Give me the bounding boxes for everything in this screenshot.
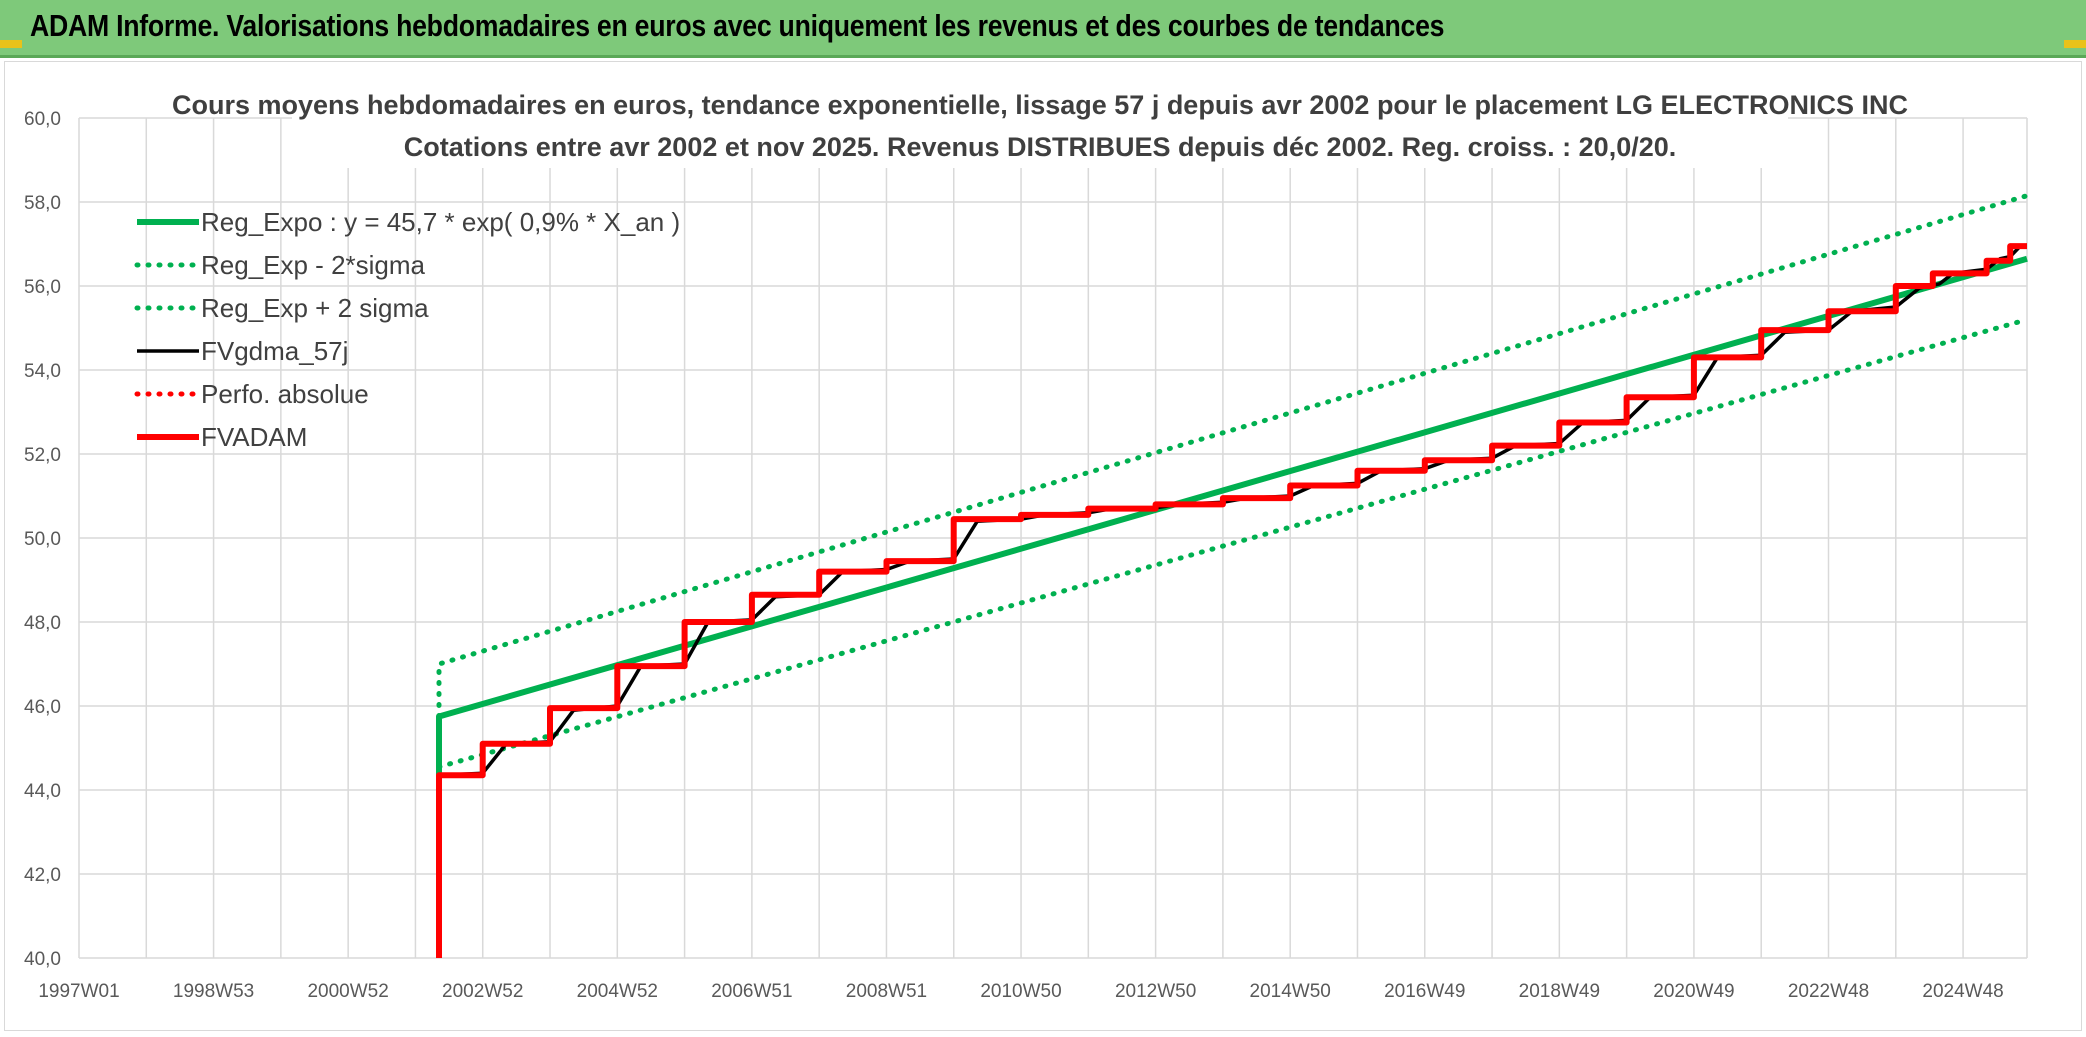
y-tick-label: 50,0 [24, 529, 61, 550]
legend-label: FVADAM [201, 422, 307, 452]
x-tick-label: 2024W48 [1922, 981, 2003, 1002]
chart-title-line-2: Cotations entre avr 2002 et nov 2025. Re… [404, 132, 1677, 162]
series-line-5 [436, 243, 2027, 958]
legend-label: Reg_Expo : y = 45,7 * exp( 0,9% * X_an ) [201, 207, 680, 237]
legend-label: Reg_Exp + 2 sigma [201, 293, 429, 323]
series-line-0 [436, 255, 2028, 958]
y-tick-label: 52,0 [24, 445, 61, 466]
corner-accent-left [0, 40, 22, 48]
x-tick-label: 2018W49 [1519, 981, 1600, 1002]
x-tick-label: 2012W50 [1115, 981, 1196, 1002]
y-tick-label: 42,0 [24, 865, 61, 886]
x-tick-label: 2004W52 [577, 981, 658, 1002]
series-line-1 [436, 317, 2030, 770]
x-tick-label: 2022W48 [1788, 981, 1869, 1002]
x-tick-label: 2016W49 [1384, 981, 1465, 1002]
x-tick-label: 1998W53 [173, 981, 254, 1002]
report-title: ADAM Informe. Valorisations hebdomadaire… [30, 8, 1445, 43]
x-tick-label: 2010W50 [980, 981, 1061, 1002]
x-tick-label: 2020W49 [1653, 981, 1734, 1002]
x-tick-label: 2002W52 [442, 981, 523, 1002]
y-tick-label: 44,0 [24, 781, 61, 802]
series-line-3 [437, 244, 2027, 958]
chart-legend: Reg_Expo : y = 45,7 * exp( 0,9% * X_an )… [134, 207, 680, 452]
chart-title-background [292, 82, 1788, 168]
chart-frame [4, 61, 2082, 1031]
y-tick-label: 58,0 [24, 193, 61, 214]
y-tick-label: 40,0 [24, 949, 61, 970]
y-tick-label: 60,0 [24, 109, 61, 130]
y-tick-label: 56,0 [24, 277, 61, 298]
x-tick-label: 1997W01 [38, 981, 119, 1002]
axis-tick-labels: 40,0 42,0 44,0 46,0 48,0 50,0 52,0 54,0 56,0 58,0… [24, 109, 2004, 1002]
x-tick-label: 2000W52 [307, 981, 388, 1002]
x-tick-label: 2014W50 [1250, 981, 1331, 1002]
corner-accent-right [2064, 40, 2086, 48]
y-tick-label: 48,0 [24, 613, 61, 634]
series-line-2 [436, 193, 2030, 719]
x-tick-label: 2008W51 [846, 981, 927, 1002]
y-tick-label: 54,0 [24, 361, 61, 382]
legend-label: Reg_Exp - 2*sigma [201, 250, 426, 280]
chart-title-block: Cours moyens hebdomadaires en euros, ten… [172, 82, 1908, 168]
x-tick-label: 2006W51 [711, 981, 792, 1002]
legend-label: Perfo. absolue [201, 379, 369, 409]
y-tick-label: 46,0 [24, 697, 61, 718]
legend-label: FVgdma_57j [201, 336, 348, 366]
report-banner: ADAM Informe. Valorisations hebdomadaire… [0, 0, 2086, 58]
chart-title-line-1: Cours moyens hebdomadaires en euros, ten… [172, 90, 1908, 120]
chart-series [436, 193, 2030, 958]
